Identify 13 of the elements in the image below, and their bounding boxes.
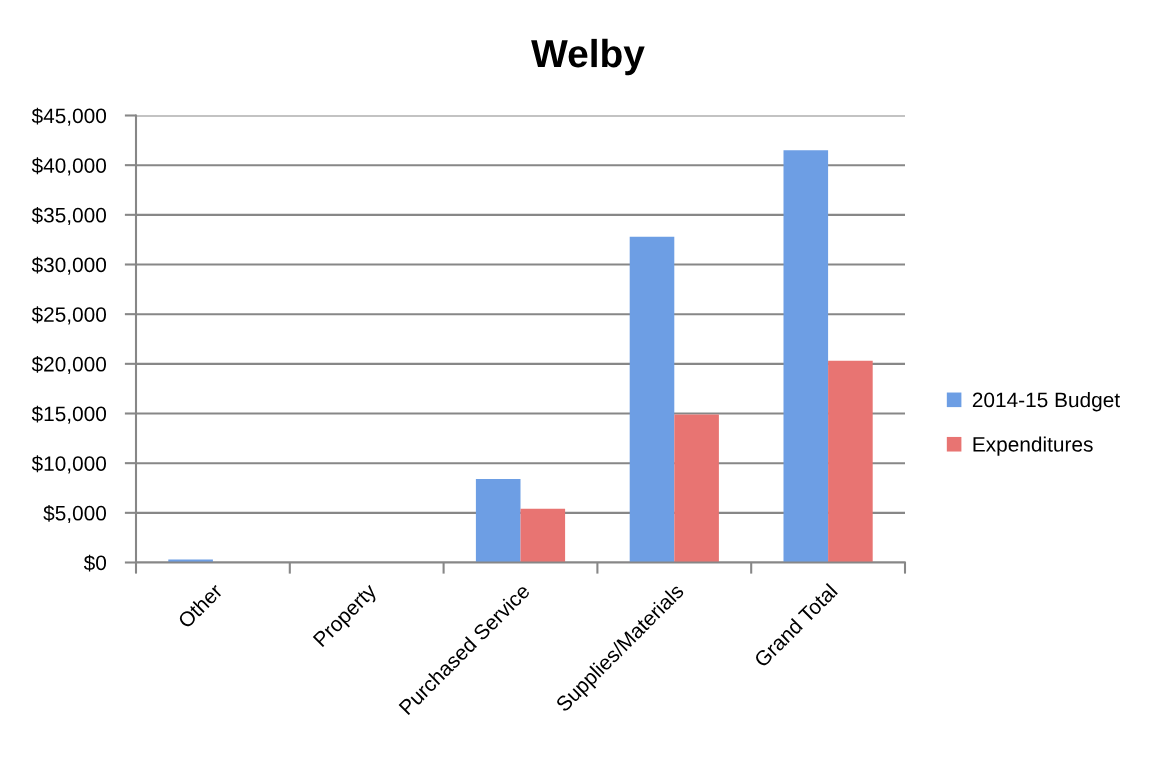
y-tick-label: $20,000 <box>31 355 107 375</box>
y-tick-label: $30,000 <box>31 256 107 275</box>
y-tick-label: $25,000 <box>31 306 107 325</box>
y-tick-label: $45,000 <box>31 107 107 126</box>
legend-label: 2014-15 Budget <box>972 392 1120 412</box>
chart-title: Welby <box>531 38 645 76</box>
y-tick-label: $15,000 <box>31 405 107 424</box>
y-tick-label: $5,000 <box>43 504 107 524</box>
y-tick-label: $40,000 <box>31 157 107 176</box>
y-tick-label: $0 <box>83 554 107 572</box>
y-tick-label: $10,000 <box>31 455 107 474</box>
legend-label: Expenditures <box>973 436 1093 456</box>
y-tick-label: $35,000 <box>31 206 107 226</box>
